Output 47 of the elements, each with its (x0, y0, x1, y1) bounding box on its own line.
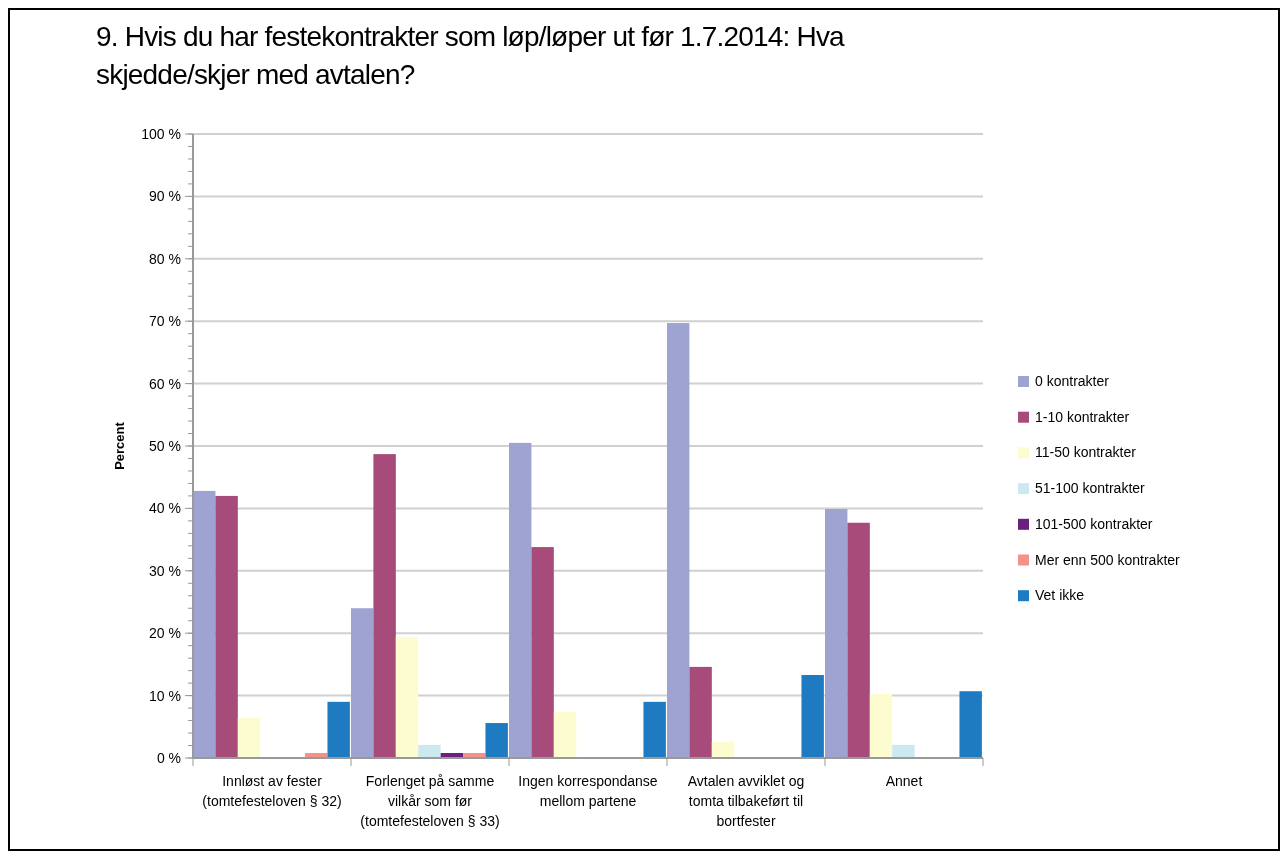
legend-label: Mer enn 500 kontrakter (1035, 551, 1181, 568)
legend-label: 1-10 kontrakter (1035, 408, 1130, 425)
y-tick-label: 80 % (149, 250, 181, 267)
bar (351, 608, 374, 758)
x-tick-label: Annet (885, 773, 923, 789)
bar (531, 547, 554, 758)
y-tick-label: 30 % (149, 562, 181, 579)
legend-label: 11-50 kontrakter (1035, 444, 1137, 461)
bar (485, 723, 508, 758)
bar (892, 744, 915, 758)
legend-label: 101-500 kontrakter (1035, 515, 1153, 532)
bar (711, 741, 735, 758)
legend-label: Vet ikke (1035, 587, 1085, 604)
x-tick-label: Avtalen avviklet og tomta tilbakeført til bortfester (687, 773, 805, 829)
bar (215, 495, 238, 758)
bar (553, 711, 577, 758)
y-tick-label: 40 % (149, 500, 181, 517)
bar (509, 442, 532, 758)
bar (193, 490, 216, 758)
y-tick-label: 60 % (149, 375, 181, 392)
bar (689, 666, 712, 758)
chart-title: 9. Hvis du har festekontrakter som løp/løper ut før 1.7.2014: Hva skjedde/skjer med avtalen? (96, 21, 846, 90)
bar (643, 701, 666, 758)
bar (801, 675, 824, 758)
bar (869, 693, 893, 758)
legend-label: 51-100 kontrakter (1035, 480, 1146, 497)
y-tick-label: 70 % (149, 313, 181, 330)
y-tick-label: 90 % (149, 188, 181, 205)
legend-label: 0 kontrakter (1035, 373, 1110, 389)
y-tick-label: 20 % (149, 625, 181, 642)
bar (667, 323, 690, 758)
y-tick-label: 10 % (149, 687, 181, 704)
y-tick-label: 50 % (149, 437, 181, 454)
bar (373, 454, 396, 758)
bar (959, 691, 982, 758)
x-tick-label: Forlenget på samme vilkår som før (tomtefesteloven § 33) (360, 773, 500, 829)
bar (825, 509, 848, 758)
bar (237, 718, 261, 758)
bar (395, 636, 419, 758)
bar (327, 701, 350, 758)
y-axis-title: Percent (112, 421, 127, 470)
y-tick-label: 100 % (141, 125, 181, 142)
bar (847, 522, 870, 758)
bar (418, 744, 441, 758)
x-tick-label: Ingen korrespondanse mellom partene (518, 773, 658, 809)
x-tick-label: Innløst av fester (tomtefesteloven § 32) (202, 773, 342, 809)
y-tick-label: 0 % (156, 749, 181, 766)
